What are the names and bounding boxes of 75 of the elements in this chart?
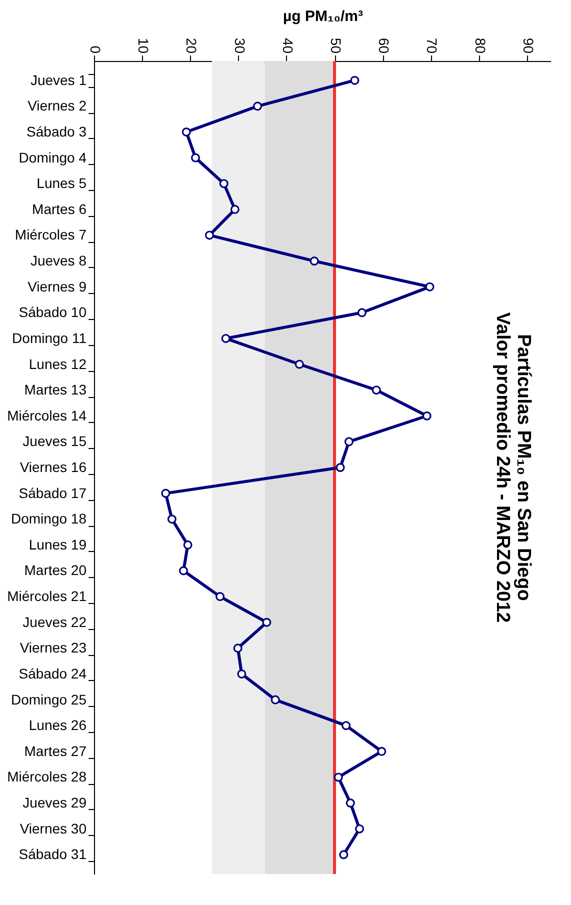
point: [336, 463, 345, 472]
point: [377, 746, 386, 756]
point: [357, 308, 366, 318]
y-tick-label: Miércoles 21: [7, 588, 87, 604]
point: [230, 204, 240, 214]
y-tick-label: Sábado 3: [26, 123, 87, 140]
point: [262, 618, 272, 627]
y-tick-label: Lunes 12: [28, 356, 87, 372]
y-tick-label: Sábado 24: [18, 665, 87, 682]
y-tick-label: Viernes 16: [20, 459, 87, 475]
x-axis-title: µg PM₁₀/m³: [283, 8, 363, 25]
y-tick-label: Domingo 25: [11, 691, 87, 708]
point: [219, 179, 228, 188]
y-tick-label: Martes 27: [24, 742, 87, 759]
y-tick-label: Miércoles 14: [7, 407, 87, 424]
point: [355, 824, 364, 834]
y-tick-label: Martes 6: [32, 200, 87, 217]
point: [161, 488, 170, 498]
point: [344, 437, 354, 446]
y-tick-label: Miércoles 28: [7, 768, 87, 785]
x-tick-label: 70: [424, 38, 440, 54]
y-tick-label: Martes 13: [24, 382, 87, 398]
y-tick-label: Viernes 23: [20, 640, 87, 656]
point: [178, 566, 188, 576]
y-tick-label: Jueves 29: [22, 794, 87, 811]
text: Valor promedio 24h - MARZO 2012: [492, 312, 513, 623]
x-tick-label: 80: [472, 38, 488, 54]
x-tick-label: 40: [280, 38, 296, 54]
point: [182, 127, 191, 136]
point: [372, 386, 381, 395]
point: [350, 76, 360, 85]
y-tick-label: Viernes 9: [28, 278, 87, 294]
point: [310, 256, 319, 266]
point: [233, 644, 242, 653]
y-tick-label: Viernes 30: [20, 820, 87, 836]
point: [422, 411, 432, 420]
x-tick-label: 0: [88, 46, 104, 54]
point: [342, 721, 351, 730]
y-tick-label: Sábado 17: [18, 484, 87, 501]
text: Partículas PM₁₀ en San Diego: [513, 334, 534, 601]
y-tick-label: Martes 20: [24, 562, 87, 578]
y-tick-label: Viernes 2: [28, 98, 87, 114]
y-tick-label: Lunes 19: [28, 536, 87, 552]
point: [204, 230, 214, 240]
y-tick-label: Domingo 18: [11, 510, 87, 527]
point: [237, 669, 246, 678]
y-tick-label: Jueves 8: [30, 252, 87, 269]
y-tick-label: Miércoles 7: [14, 226, 87, 243]
x-tick-label: 30: [232, 38, 248, 54]
point: [346, 798, 355, 808]
y-tick-label: Lunes 5: [36, 175, 87, 192]
x-tick-label: 10: [136, 38, 152, 54]
y-tick-label: Lunes 26: [28, 717, 87, 734]
y-tick-label: Sábado 10: [18, 304, 87, 320]
y-tick-label: Domingo 11: [12, 330, 87, 346]
point: [167, 514, 176, 524]
x-tick-label: 50: [328, 38, 344, 54]
point: [221, 334, 230, 343]
point: [253, 102, 262, 111]
x-tick-label: 20: [184, 38, 200, 54]
point: [294, 360, 304, 369]
point: [190, 153, 200, 162]
y-tick-label: Domingo 4: [18, 149, 87, 166]
point: [334, 772, 343, 782]
x-tick-label: 90: [520, 38, 536, 54]
point: [270, 695, 280, 704]
x-tick-label: 60: [376, 38, 392, 54]
y-tick-label: Sábado 31: [18, 846, 87, 862]
point: [339, 850, 348, 860]
y-tick-label: Jueves 1: [30, 72, 87, 88]
y-tick-label: Jueves 22: [22, 614, 87, 630]
y-tick-label: Jueves 15: [22, 433, 87, 450]
point: [425, 282, 434, 292]
point: [183, 540, 192, 550]
point: [216, 592, 225, 602]
